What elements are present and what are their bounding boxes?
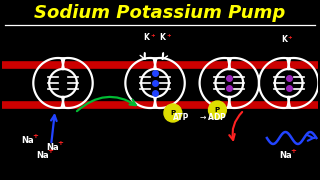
Text: Na: Na [46, 143, 59, 152]
Text: +: + [288, 35, 292, 40]
Text: Na: Na [21, 136, 34, 145]
Text: P: P [215, 107, 220, 113]
Text: Sodium Potassium Pump: Sodium Potassium Pump [34, 4, 286, 22]
Circle shape [164, 104, 182, 122]
Text: $\rightarrow$ADP: $\rightarrow$ADP [198, 111, 227, 122]
Text: +: + [150, 33, 155, 38]
Circle shape [209, 101, 226, 119]
Text: Na: Na [279, 151, 292, 160]
Text: K: K [143, 33, 149, 42]
Text: +: + [32, 133, 38, 139]
Text: P: P [170, 110, 175, 116]
Text: K: K [159, 33, 165, 42]
Text: +: + [47, 148, 53, 154]
Text: +: + [57, 140, 63, 146]
Text: +: + [166, 33, 171, 38]
Text: K: K [281, 35, 287, 44]
Text: +: + [291, 148, 297, 154]
Text: Na: Na [36, 151, 49, 160]
Text: ATP: ATP [173, 113, 189, 122]
